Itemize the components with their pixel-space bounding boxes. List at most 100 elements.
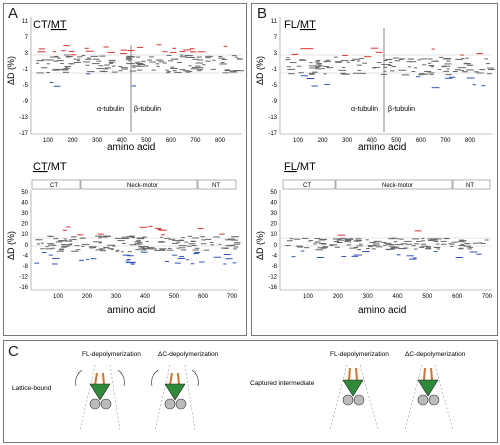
x-tick-label: 500 [391,138,402,144]
x-tick-label: 300 [342,138,353,144]
domain-neck-motor-label: Neck-motor [127,183,158,189]
y-tick-label: 3 [274,51,278,57]
x-tick-label: 200 [333,294,344,300]
y-tick-label: 50 [270,190,277,196]
x-tick-label: 700 [440,138,451,144]
y-axis-label: ΔD (%) [6,231,16,260]
x-tick-label: 600 [416,138,427,144]
plot-a-top-title: CT/MT [33,19,67,31]
y-tick-label: -8 [272,264,278,270]
x-tick-label: 400 [367,138,378,144]
y-axis-label: ΔD (%) [6,56,16,85]
domain-ct-label: CT [50,183,58,189]
y-tick-label: -12 [19,274,28,280]
x-tick-label: 300 [92,138,103,144]
y-tick-label: 20 [270,222,277,228]
y-tick-label: 10 [270,232,277,238]
plot-b-bottom-title: FL/MT [284,161,316,173]
x-tick-label: 500 [141,138,152,144]
y-tick-label: -17 [268,131,277,137]
y-axis-label: ΔD (%) [255,56,265,85]
c-fl-depol-label-2: FL-depolymerization [330,351,389,358]
region-beta-label: β-tubulin [388,106,415,113]
y-tick-label: -9 [272,99,278,105]
y-tick-label: 50 [21,190,28,196]
x-tick-label: 700 [190,138,201,144]
panel-c [3,340,498,443]
x-tick-label: 800 [465,138,476,144]
domain-box-nt [197,179,237,190]
y-tick-label: 11 [22,19,29,25]
y-tick-label: -16 [19,285,28,291]
kinesin-schematic-dc-lattice [151,364,199,431]
x-tick-label: 600 [452,294,463,300]
y-tick-label: 40 [270,201,277,207]
kinesin-schematic-fl-lattice [75,364,125,431]
x-tick-label: 100 [303,294,314,300]
y-tick-label: -4 [272,253,278,259]
y-tick-label: 40 [21,201,28,207]
x-tick-label: 100 [293,138,304,144]
y-tick-label: -13 [268,115,277,121]
c-dc-depol-label-2: ΔC-depolymerization [405,351,466,358]
x-tick-label: 800 [215,138,226,144]
y-tick-label: 3 [25,51,29,57]
plot-a-bottom-title: CT/MT [33,161,67,173]
plot-b-top-title: FL/MT [284,19,316,31]
domain-nt-label: NT [212,183,220,189]
y-tick-label: -13 [19,115,28,121]
y-tick-label: 10 [21,232,28,238]
x-tick-label: 700 [482,294,493,300]
y-tick-label: -17 [19,131,28,137]
x-tick-label: 100 [43,138,54,144]
x-tick-label: 300 [363,294,374,300]
x-tick-label: 200 [68,138,79,144]
y-tick-label: 11 [271,19,278,25]
kinesin-schematic-fl-captured [329,364,379,431]
c-captured-label: Captured intermediate [250,380,315,387]
plot-b-bottom: FL/MT CT Neck-motor NT ΔD (%) amino acid… [255,161,493,316]
x-axis-label: amino acid [358,305,406,316]
y-tick-label: -1 [23,67,29,73]
x-tick-label: 600 [198,294,209,300]
x-tick-label: 500 [169,294,180,300]
y-tick-label: -12 [268,274,277,280]
y-tick-label: -5 [272,83,278,89]
y-axis-label: ΔD (%) [255,231,265,260]
x-axis-label: amino acid [107,305,155,316]
domain-box-neck-motor [80,179,198,190]
c-lattice-bound-label: Lattice-bound [12,385,52,392]
region-alpha-label: α-tubulin [351,106,378,113]
x-tick-label: 300 [111,294,122,300]
x-tick-label: 700 [227,294,238,300]
y-tick-label: 20 [21,222,28,228]
domain-box-ct [31,179,81,190]
domain-neck-motor-label: Neck-motor [382,183,413,189]
panel-a-label: A [8,5,19,22]
x-tick-label: 600 [166,138,177,144]
plot-b-top: FL/MT α-tubulin β-tubulin ΔD (%) amino a… [255,17,495,153]
x-tick-label: 400 [392,294,403,300]
domain-box-ct [282,179,336,190]
kinesin-schematic-dc-captured [404,364,454,431]
x-tick-label: 400 [140,294,151,300]
x-tick-label: 200 [318,138,329,144]
region-alpha-label: α-tubulin [97,106,124,113]
y-tick-label: -5 [23,83,29,89]
plot-a-top: CT/MT α-tubulin β-tubulin ΔD (%) amino a… [6,17,245,153]
y-tick-label: -16 [268,285,277,291]
panel-a [3,3,247,336]
domain-ct-label: CT [303,183,311,189]
panel-b [251,3,498,336]
y-tick-label: 0 [25,243,29,249]
y-tick-label: -8 [23,264,29,270]
panel-c-label: C [8,343,19,360]
plot-a-bottom: CT/MT CT Neck-motor NT ΔD (%) amino acid… [6,161,241,316]
x-tick-label: 100 [53,294,64,300]
y-tick-label: 30 [21,211,28,217]
y-tick-label: 30 [270,211,277,217]
c-dc-depol-label-1: ΔC-depolymerization [158,351,219,358]
y-tick-label: 0 [274,243,278,249]
domain-box-neck-motor [335,179,453,190]
